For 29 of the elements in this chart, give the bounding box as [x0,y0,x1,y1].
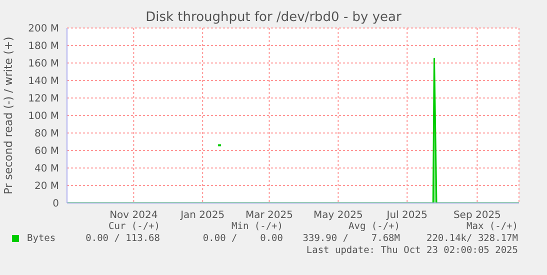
y-tick-label: 60 M [34,146,59,158]
text: Max (-/+) [466,221,518,232]
x-tick-label: May 2025 [314,210,363,222]
x-tick-label: Jan 2025 [180,210,225,222]
x-tick-label: Sep 2025 [453,210,501,222]
x-tick-label: Nov 2024 [110,210,158,222]
y-tick-label: 40 M [34,164,59,175]
y-tick-label: 200 M [28,24,59,35]
text: 339.90 / 7.68M [302,233,400,244]
legend-label: Bytes [26,233,56,244]
y-tick-label: 160 M [28,58,59,70]
x-tick-label: Jul 2025 [386,210,428,222]
y-tick-label: 0 [52,198,59,210]
y-tick-label: 120 M [28,94,59,105]
x-tick-label: Mar 2025 [246,210,294,222]
y-axis-title: Pr second read (-) / write (+) [2,36,15,194]
y-tick-label: 20 M [34,181,59,192]
text: 220.14k/ 328.17M [426,233,518,244]
y-tick-label: 100 M [28,111,59,122]
text: Min (-/+) [232,221,283,232]
text: 0.00 / 113.68 [86,233,160,244]
text: 0.00 / 0.00 [202,233,283,244]
y-tick-label: 140 M [28,76,59,88]
text: Cur (-/+) [108,221,160,232]
text: Avg (-/+) [348,221,400,232]
text: Last update: Thu Oct 23 02:00:05 2025 [306,245,518,256]
y-tick-label: 180 M [28,41,59,52]
chart-title: Disk throughput for /dev/rbd0 - by year [144,10,402,25]
y-tick-label: 80 M [34,128,59,140]
